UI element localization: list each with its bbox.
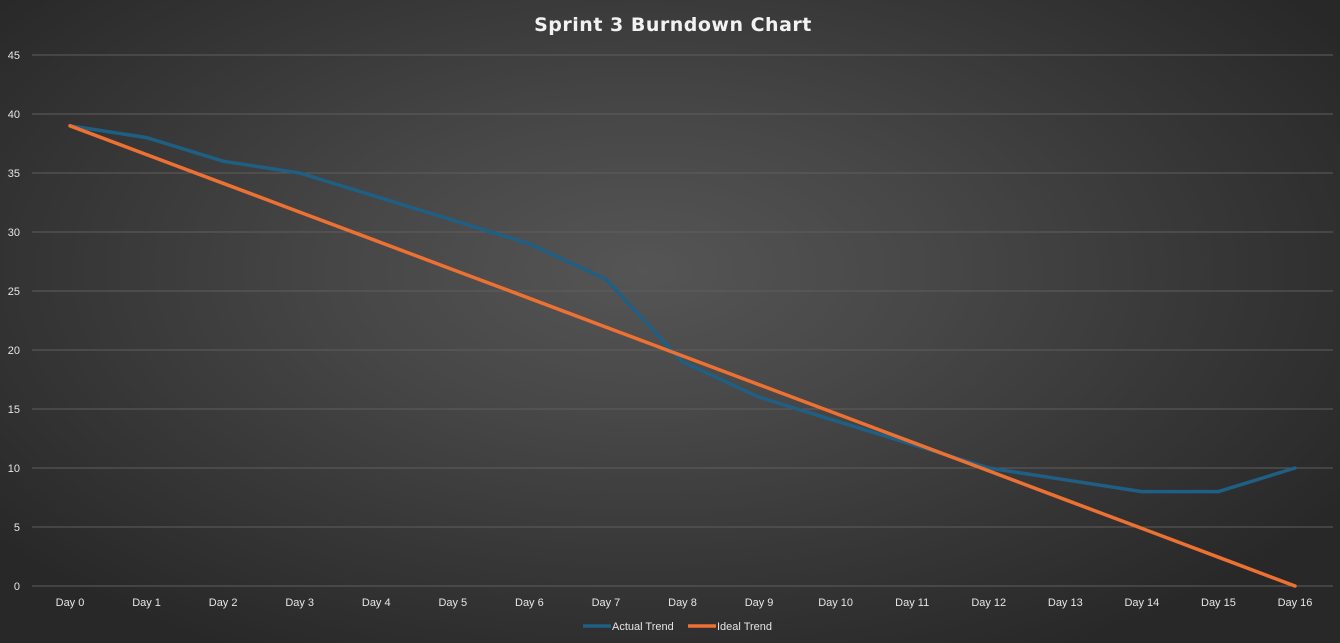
actual-trend-point bbox=[298, 171, 302, 175]
x-tick-label: Day 5 bbox=[438, 597, 467, 609]
ideal-trend-point bbox=[527, 296, 531, 300]
ideal-trend-point bbox=[221, 181, 225, 185]
ideal-trend-point bbox=[374, 239, 378, 243]
ideal-trend-point bbox=[1140, 526, 1144, 531]
y-tick-label: 30 bbox=[8, 227, 20, 239]
x-tick-label: Day 4 bbox=[362, 597, 391, 609]
ideal-trend-point bbox=[757, 383, 761, 387]
chart-title: Sprint 3 Burndown Chart bbox=[534, 14, 812, 36]
actual-trend-point bbox=[451, 218, 455, 222]
x-axis-ticks: Day 0 Day 1 Day 2 Day 3 Day 4 Day 5 Day 6 Day 7… bbox=[56, 597, 1313, 609]
y-axis-ticks: 0 5 10 15 20 25 30 35 40 45 bbox=[8, 50, 20, 593]
legend: Actual Trend Ideal Trend bbox=[583, 621, 772, 633]
x-tick-label: Day 15 bbox=[1201, 597, 1236, 609]
ideal-trend-point bbox=[604, 325, 608, 329]
ideal-trend-point bbox=[144, 152, 149, 157]
y-tick-label: 5 bbox=[14, 522, 20, 534]
x-tick-label: Day 14 bbox=[1124, 597, 1159, 609]
x-tick-label: Day 10 bbox=[818, 597, 853, 609]
x-tick-label: Day 11 bbox=[895, 597, 929, 609]
ideal-trend-point bbox=[298, 210, 302, 214]
ideal-trend-point bbox=[1063, 498, 1067, 502]
y-tick-label: 25 bbox=[8, 286, 20, 298]
ideal-trend-point bbox=[1293, 584, 1297, 588]
ideal-trend-point bbox=[834, 411, 838, 415]
actual-trend-point bbox=[680, 360, 685, 364]
actual-trend-point bbox=[1063, 478, 1067, 482]
actual-trend-point bbox=[604, 277, 608, 281]
x-tick-label: Day 12 bbox=[971, 597, 1006, 609]
ideal-trend-point bbox=[68, 124, 72, 128]
actual-trend-point bbox=[1293, 466, 1297, 470]
x-tick-label: Day 9 bbox=[745, 597, 774, 609]
x-tick-label: Day 7 bbox=[592, 597, 621, 609]
x-tick-label: Day 2 bbox=[209, 597, 238, 609]
grid-lines bbox=[32, 54, 1333, 587]
legend-label-ideal-trend: Ideal Trend bbox=[717, 621, 772, 633]
series-lines bbox=[68, 124, 1297, 588]
actual-trend-point bbox=[144, 136, 149, 140]
x-tick-label: Day 16 bbox=[1278, 597, 1313, 609]
y-tick-label: 40 bbox=[8, 109, 20, 121]
actual-trend-point bbox=[527, 242, 531, 246]
x-tick-label: Day 6 bbox=[515, 597, 544, 609]
ideal-trend-point bbox=[910, 440, 914, 444]
actual-trend-point bbox=[757, 395, 761, 399]
x-tick-label: Day 0 bbox=[56, 597, 85, 609]
actual-trend-point bbox=[374, 195, 378, 199]
y-tick-label: 0 bbox=[14, 581, 20, 593]
y-tick-label: 35 bbox=[8, 168, 20, 180]
legend-label-actual-trend: Actual Trend bbox=[612, 621, 674, 633]
actual-trend-point bbox=[1140, 490, 1144, 494]
ideal-trend-point bbox=[680, 354, 685, 358]
actual-trend-point bbox=[1216, 490, 1221, 494]
ideal-trend-point bbox=[1216, 555, 1221, 559]
x-tick-label: Day 13 bbox=[1048, 597, 1083, 609]
actual-trend-point bbox=[834, 419, 838, 423]
actual-trend-point bbox=[221, 159, 225, 163]
y-tick-label: 15 bbox=[8, 404, 20, 416]
x-tick-label: Day 1 bbox=[132, 597, 161, 609]
ideal-trend-point bbox=[451, 268, 455, 272]
ideal-trend-point bbox=[987, 469, 991, 473]
y-tick-label: 10 bbox=[8, 463, 20, 475]
x-tick-label: Day 3 bbox=[285, 597, 314, 609]
x-tick-label: Day 8 bbox=[668, 597, 697, 609]
actual-trend-line bbox=[68, 124, 1297, 494]
y-tick-label: 45 bbox=[8, 50, 20, 62]
y-tick-label: 20 bbox=[8, 345, 20, 357]
